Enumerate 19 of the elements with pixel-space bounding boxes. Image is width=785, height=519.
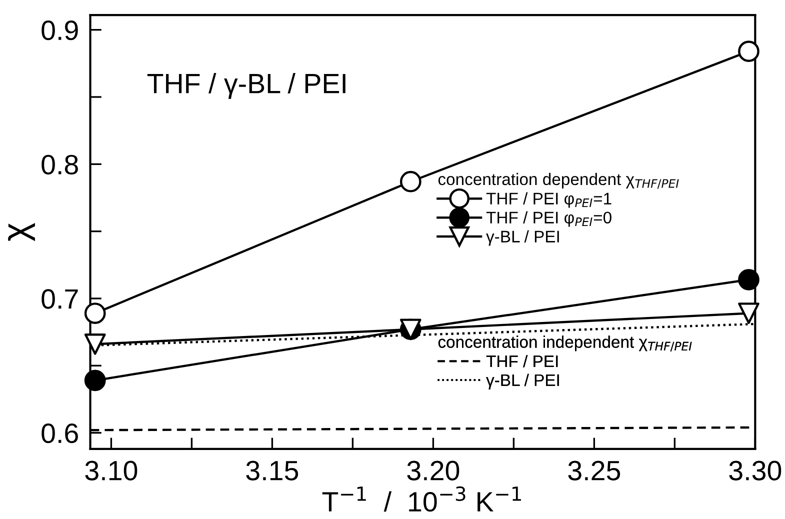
y-tick-label: 0.6 — [42, 423, 78, 444]
legend-label: γ-BL / PEI — [486, 230, 559, 246]
y-tick-label: 0.8 — [42, 154, 78, 174]
text: concentration dependent χ$_{THF/PEI}$ — [438, 172, 679, 189]
legend-label: THF / PEI — [486, 354, 558, 368]
x-tick-label: 3.25 — [568, 460, 620, 480]
y-tick-label: 0.7 — [42, 289, 78, 309]
x-tick-label: 3.10 — [85, 460, 138, 480]
legend-label: THF / PEI φ$_{PEI}$=1 — [486, 192, 612, 208]
x-tick-label: 3.20 — [407, 460, 460, 480]
y-tick-label: 0.9 — [42, 20, 78, 40]
y-axis-title: χ — [8, 222, 35, 242]
legend-label: THF / PEI φ$_{PEI}$=0 — [486, 211, 612, 227]
text: concentration independent χ$_{THF/PEI}$ — [438, 336, 692, 352]
x-tick-label: 3.30 — [729, 460, 782, 480]
legend-label: γ-BL / PEI — [486, 374, 559, 390]
x-tick-label: 3.15 — [246, 460, 298, 480]
annotation: THF / γ-BL / PEI — [147, 73, 346, 99]
x-axis-title: T$^{−1}$ / 10$^{−3}$ K$^{−1}$ — [322, 486, 521, 512]
